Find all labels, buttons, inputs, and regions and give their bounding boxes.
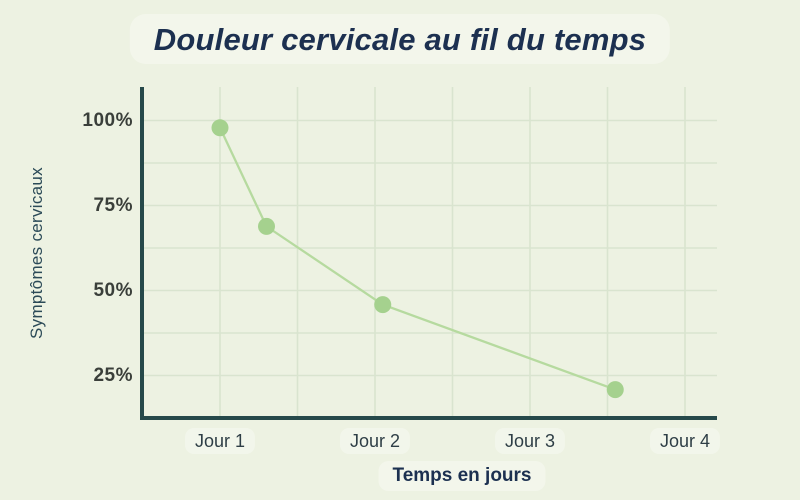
x-tick-label: Jour 4 <box>649 428 721 454</box>
y-tick-label: 50% <box>93 280 133 301</box>
y-tick-label: 75% <box>93 195 133 216</box>
x-tick-label: Jour 1 <box>184 428 256 454</box>
data-line <box>218 126 617 391</box>
x-tick-label: Jour 3 <box>494 428 566 454</box>
data-point <box>211 119 229 137</box>
y-tick-label: 25% <box>93 365 133 386</box>
data-point <box>606 381 624 399</box>
x-axis-title: Temps en jours <box>378 461 546 491</box>
chart-title: Douleur cervicale au fil du temps <box>129 14 671 64</box>
y-tick-label: 100% <box>82 110 133 131</box>
data-point <box>374 296 392 314</box>
data-point <box>258 217 275 235</box>
x-tick-label: Jour 2 <box>339 428 411 454</box>
y-axis-title: Symptômes cervicaux <box>27 167 46 339</box>
